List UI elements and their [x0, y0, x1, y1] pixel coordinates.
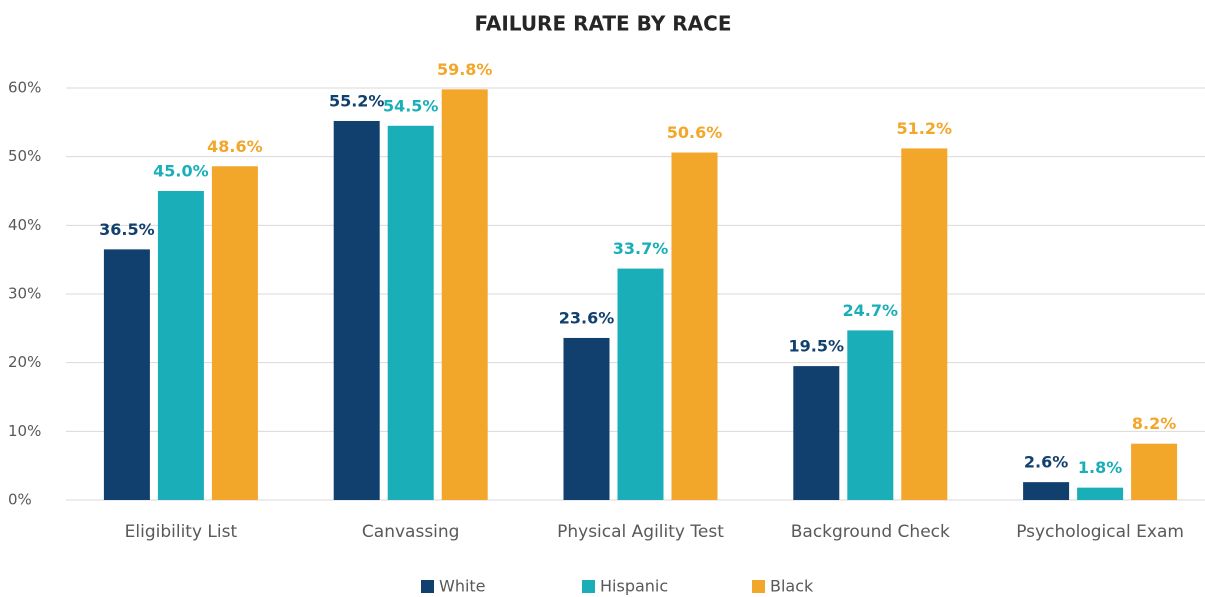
bar	[1077, 487, 1124, 500]
legend-label: Hispanic	[600, 577, 668, 596]
bar	[617, 268, 664, 500]
bar	[671, 152, 718, 500]
value-label: 36.5%	[99, 220, 155, 239]
value-label: 48.6%	[207, 137, 263, 156]
bar	[1023, 482, 1070, 500]
value-label: 59.8%	[437, 60, 493, 79]
x-tick-label: Eligibility List	[125, 522, 238, 542]
y-tick-label: 60%	[8, 79, 41, 97]
y-tick-label: 0%	[8, 491, 32, 509]
value-label: 24.7%	[843, 301, 899, 320]
value-label: 50.6%	[667, 123, 723, 142]
legend-swatch	[752, 580, 765, 593]
y-tick-label: 40%	[8, 216, 41, 234]
bar	[1131, 443, 1178, 500]
bar	[563, 337, 610, 500]
value-label: 55.2%	[329, 91, 385, 110]
bar	[793, 366, 840, 500]
value-label: 45.0%	[153, 162, 209, 181]
y-tick-label: 50%	[8, 147, 41, 165]
bar	[157, 191, 204, 500]
x-tick-label: Background Check	[791, 522, 950, 542]
value-label: 19.5%	[789, 337, 845, 356]
x-tick-label: Psychological Exam	[1016, 522, 1184, 542]
value-label: 1.8%	[1078, 458, 1122, 477]
chart-title: FAILURE RATE BY RACE	[475, 12, 732, 36]
bar	[103, 249, 150, 500]
bar	[441, 89, 488, 500]
bar	[333, 120, 380, 501]
legend-swatch	[421, 580, 434, 593]
value-label: 23.6%	[559, 308, 615, 327]
bar	[901, 148, 948, 500]
legend-swatch	[582, 580, 595, 593]
legend-label: Black	[770, 577, 814, 596]
legend-label: White	[439, 577, 486, 596]
bar	[211, 166, 258, 500]
bar	[387, 125, 434, 501]
value-label: 54.5%	[383, 96, 439, 115]
x-tick-label: Canvassing	[362, 522, 460, 542]
y-tick-label: 20%	[8, 353, 41, 371]
y-tick-label: 30%	[8, 285, 41, 303]
y-tick-label: 10%	[8, 422, 41, 440]
value-label: 33.7%	[613, 239, 669, 258]
x-tick-label: Physical Agility Test	[557, 522, 724, 542]
value-label: 2.6%	[1024, 453, 1068, 472]
value-label: 51.2%	[897, 119, 953, 138]
bar	[847, 330, 894, 500]
value-label: 8.2%	[1132, 414, 1176, 433]
